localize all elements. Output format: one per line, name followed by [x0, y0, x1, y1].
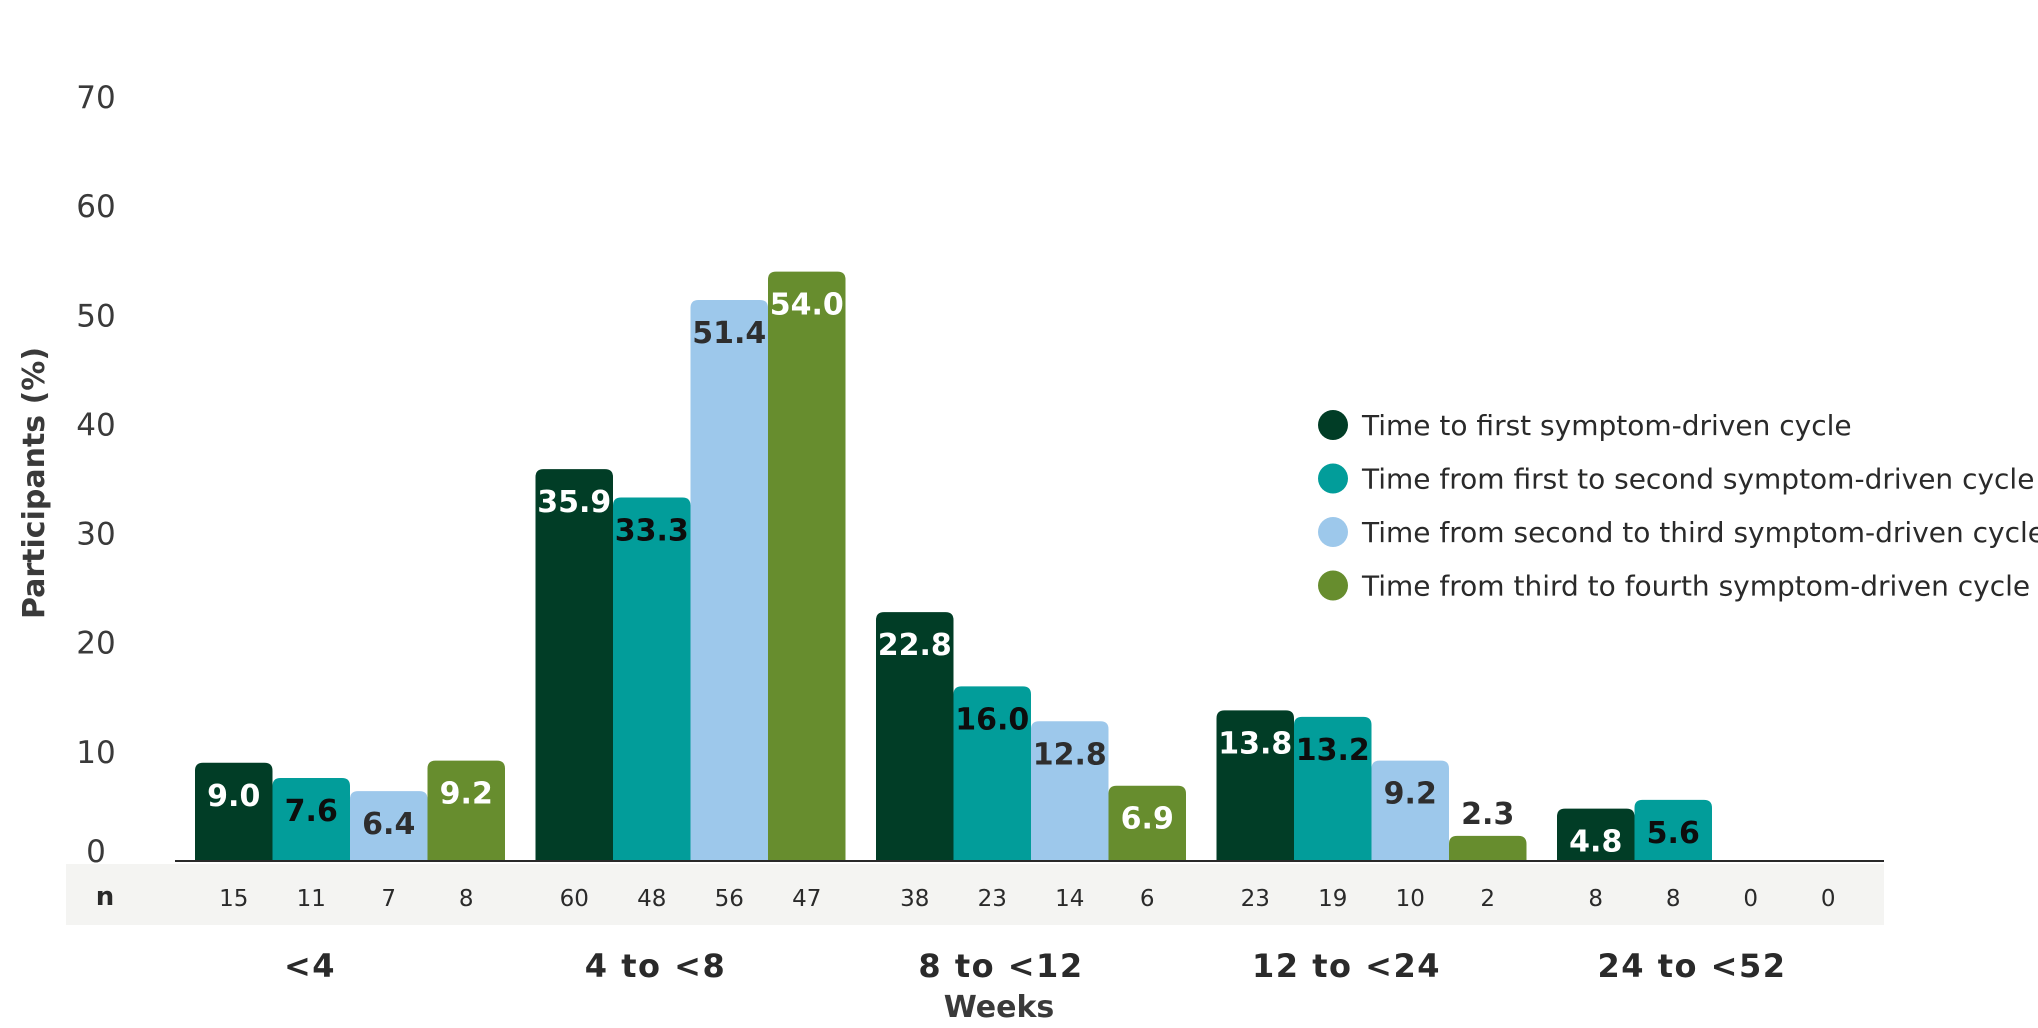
category-label: 12 to <24 [1252, 947, 1441, 985]
x-axis-categories: <4 4 to <8 8 to <12 12 to <24 24 to <52 [284, 947, 1787, 985]
legend-swatch [1318, 463, 1348, 494]
n-value: 10 [1396, 886, 1425, 912]
bar [1371, 760, 1449, 861]
legend-entry: Time from third to fourth symptom-driven… [1361, 570, 2030, 603]
n-value: 23 [978, 886, 1007, 912]
data-label: 5.6 [1647, 816, 1700, 851]
n-value: 2 [1480, 886, 1495, 912]
n-row-label: n [96, 882, 115, 912]
legend-entry: Time from second to third symptom-driven… [1361, 516, 2038, 549]
n-row-band [66, 864, 1884, 925]
n-value: 19 [1318, 886, 1347, 912]
y-axis-label: Participants (%) [17, 347, 52, 619]
data-label: 6.4 [362, 807, 415, 842]
data-label: 6.9 [1121, 802, 1174, 837]
data-label: 13.8 [1218, 726, 1292, 761]
data-label: 9.2 [440, 777, 493, 812]
n-value: 0 [1821, 886, 1836, 912]
category-label: 8 to <12 [918, 947, 1083, 985]
data-label: 9.0 [207, 779, 260, 814]
bar [272, 778, 350, 861]
data-label: 33.3 [615, 514, 689, 549]
bar [1294, 716, 1372, 861]
bar [195, 762, 273, 861]
n-value: 8 [1588, 886, 1603, 912]
data-label: 13.2 [1296, 733, 1370, 768]
y-axis: 0 10 20 30 40 50 60 70 [76, 80, 115, 870]
n-value: 0 [1743, 886, 1758, 912]
bar [953, 686, 1031, 861]
bar [1449, 835, 1527, 861]
x-axis-label: Weeks [944, 990, 1055, 1025]
n-values: 15 11 7 8 60 48 56 47 38 23 14 6 23 19 10 2 8 8 0 0 [219, 886, 1835, 912]
bar [535, 469, 613, 861]
bar [1031, 721, 1109, 861]
n-value: 15 [219, 886, 248, 912]
bar [427, 760, 505, 861]
y-tick-label: 40 [76, 407, 115, 443]
data-label: 54.0 [770, 288, 844, 323]
n-value: 8 [1666, 886, 1681, 912]
legend-swatch [1318, 570, 1348, 601]
bar [690, 300, 768, 861]
n-value: 11 [297, 886, 326, 912]
bar [1557, 808, 1635, 861]
n-value: 14 [1055, 886, 1084, 912]
n-value: 38 [900, 886, 929, 912]
category-label: 24 to <52 [1598, 947, 1787, 985]
legend-entry: Time from first to second symptom-driven… [1361, 463, 2034, 496]
bar [876, 612, 954, 861]
n-value: 7 [381, 886, 396, 912]
bar [350, 791, 428, 861]
data-label: 7.6 [285, 794, 338, 829]
n-value: 8 [459, 886, 474, 912]
category-label: 4 to <8 [585, 947, 726, 985]
legend-swatch [1318, 410, 1348, 440]
bar [1108, 785, 1186, 861]
n-value: 48 [637, 886, 666, 912]
data-label: 12.8 [1033, 737, 1107, 772]
n-value: 47 [792, 886, 821, 912]
y-tick-label: 10 [76, 735, 115, 771]
data-label: 35.9 [537, 485, 611, 520]
bar [768, 271, 846, 862]
n-value: 56 [715, 886, 744, 912]
y-tick-label: 20 [76, 626, 115, 662]
n-value: 60 [560, 886, 589, 912]
n-value: 23 [1241, 886, 1270, 912]
bar [1634, 799, 1712, 861]
legend-swatch [1318, 517, 1348, 547]
data-label: 16.0 [955, 702, 1029, 737]
data-label: 2.3 [1461, 797, 1514, 832]
bar [613, 497, 691, 861]
bars: 9.0 7.6 6.4 9.2 35.933.3 51.454.0 22.8 16.012.8… [195, 271, 1712, 862]
category-label: <4 [284, 947, 336, 985]
data-label: 22.8 [878, 628, 952, 663]
bar [1216, 710, 1294, 861]
data-label: 51.4 [692, 316, 766, 351]
y-tick-label: 60 [76, 189, 115, 225]
y-tick-label: 50 [76, 298, 115, 334]
legend-entry: Time to first symptom-driven cycle [1361, 409, 1852, 442]
data-label: 4.8 [1569, 825, 1622, 860]
data-label: 9.2 [1384, 777, 1437, 812]
y-tick-label: 30 [76, 517, 115, 553]
legend: Time to first symptom-driven cycle Time f… [1318, 409, 2038, 603]
n-value: 6 [1140, 886, 1155, 912]
y-tick-label: 70 [76, 80, 115, 116]
y-tick-label: 0 [86, 834, 106, 870]
